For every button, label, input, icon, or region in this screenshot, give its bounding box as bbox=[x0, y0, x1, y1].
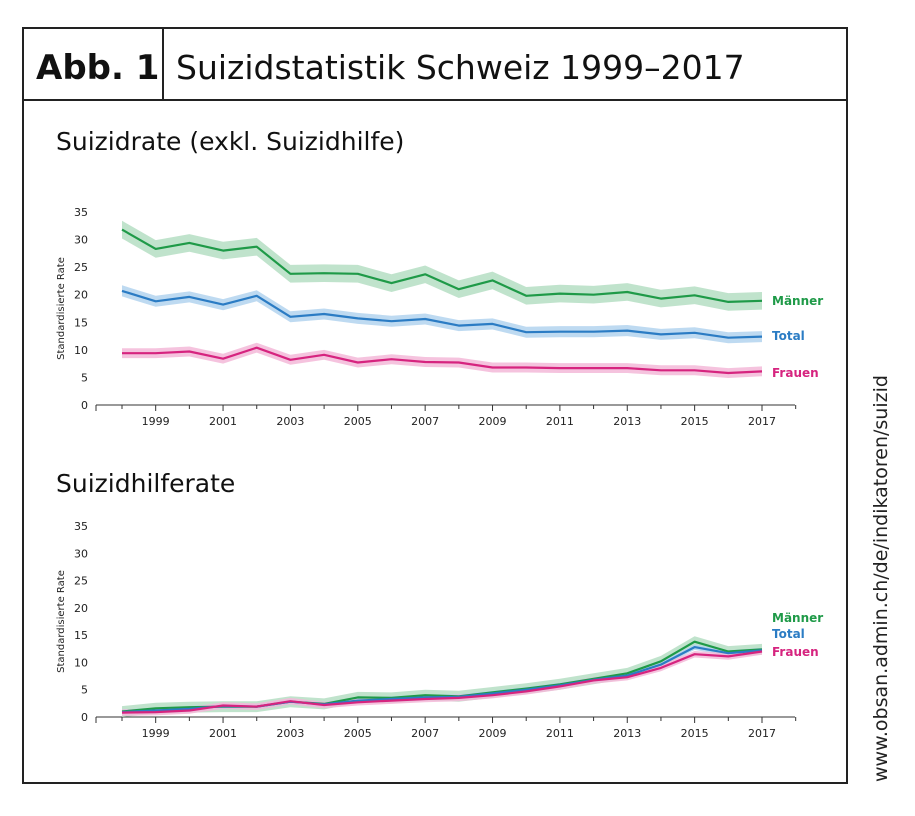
figure-label: Abb. 1 bbox=[36, 48, 159, 88]
y-tick-label: 0 bbox=[81, 711, 88, 724]
x-tick-label: 2013 bbox=[613, 727, 641, 740]
y-axis-label: Standardisierte Rate bbox=[56, 570, 67, 673]
y-tick-label: 5 bbox=[81, 684, 88, 697]
y-tick-label: 25 bbox=[74, 261, 88, 274]
series-line-maenner bbox=[121, 228, 763, 303]
chart-1-title: Suizidrate (exkl. Suizidhilfe) bbox=[56, 127, 404, 156]
y-tick-label: 35 bbox=[74, 520, 88, 533]
x-tick-label: 2001 bbox=[209, 415, 237, 428]
y-tick-label: 25 bbox=[74, 575, 88, 588]
x-tick-label: 2007 bbox=[411, 727, 439, 740]
x-tick-label: 1999 bbox=[142, 415, 170, 428]
x-tick-label: 2009 bbox=[479, 727, 507, 740]
x-tick-label: 2003 bbox=[276, 727, 304, 740]
x-tick-label: 1999 bbox=[142, 727, 170, 740]
x-tick-label: 2009 bbox=[479, 415, 507, 428]
legend-label-maenner: Männer bbox=[772, 611, 823, 625]
legend-label-frauen: Frauen bbox=[772, 645, 819, 659]
y-tick-label: 30 bbox=[74, 547, 88, 560]
chart-suizidrate: Standardisierte Rate 0 5 10 15 20 25 30 35 1999 20… bbox=[56, 206, 823, 428]
y-axis-label: Standardisierte Rate bbox=[56, 257, 67, 360]
x-tick-label: 2015 bbox=[681, 727, 709, 740]
x-tick-label: 2015 bbox=[681, 415, 709, 428]
source-url: www.obsan.admin.ch/de/indikatoren/suizid bbox=[870, 375, 892, 782]
chart-suizidhilferate: Standardisierte Rate 0 5 10 15 20 25 30 35 1999 20… bbox=[56, 520, 823, 740]
x-tick-label: 2017 bbox=[748, 415, 776, 428]
series-line-total bbox=[121, 289, 763, 339]
x-tick-label: 2005 bbox=[344, 727, 372, 740]
legend-label-frauen: Frauen bbox=[772, 366, 819, 380]
y-tick-label: 0 bbox=[81, 399, 88, 412]
x-tick-label: 2005 bbox=[344, 415, 372, 428]
series-line-frauen bbox=[121, 650, 763, 714]
y-tick-label: 5 bbox=[81, 371, 88, 384]
x-tick-label: 2013 bbox=[613, 415, 641, 428]
legend-label-total: Total bbox=[772, 627, 805, 641]
chart-2-title: Suizidhilferate bbox=[56, 469, 235, 498]
legend-label-total: Total bbox=[772, 329, 805, 343]
x-tick-label: 2011 bbox=[546, 415, 574, 428]
y-tick-label: 20 bbox=[74, 602, 88, 615]
legend-label-maenner: Männer bbox=[772, 294, 823, 308]
x-tick-label: 2017 bbox=[748, 727, 776, 740]
x-tick-label: 2001 bbox=[209, 727, 237, 740]
y-tick-label: 15 bbox=[74, 629, 88, 642]
y-tick-label: 30 bbox=[74, 234, 88, 247]
y-tick-label: 35 bbox=[74, 206, 88, 219]
y-tick-label: 10 bbox=[74, 656, 88, 669]
figure-title: Suizidstatistik Schweiz 1999–2017 bbox=[176, 48, 745, 87]
y-tick-label: 20 bbox=[74, 289, 88, 302]
x-tick-label: 2007 bbox=[411, 415, 439, 428]
x-tick-label: 2011 bbox=[546, 727, 574, 740]
series-line-frauen bbox=[122, 346, 763, 375]
y-tick-label: 10 bbox=[74, 344, 88, 357]
confidence-band-total bbox=[122, 285, 762, 344]
confidence-band-maenner bbox=[122, 220, 762, 311]
x-tick-label: 2003 bbox=[276, 415, 304, 428]
y-tick-label: 15 bbox=[74, 316, 88, 329]
